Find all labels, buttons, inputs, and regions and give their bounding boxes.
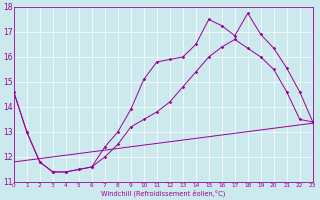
X-axis label: Windchill (Refroidissement éolien,°C): Windchill (Refroidissement éolien,°C): [101, 189, 226, 197]
